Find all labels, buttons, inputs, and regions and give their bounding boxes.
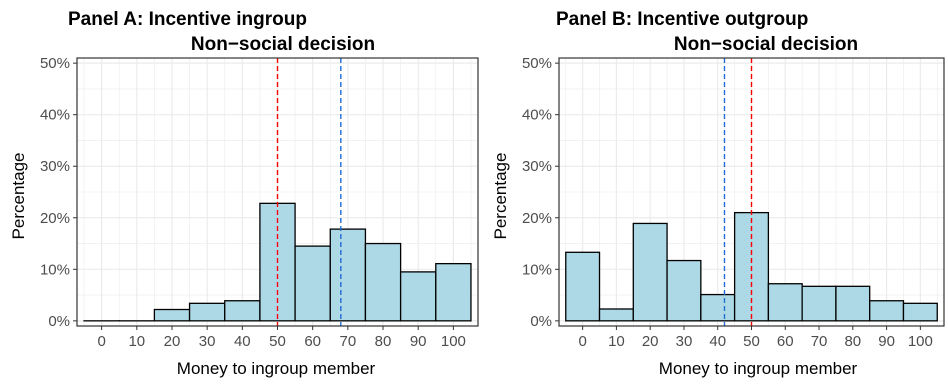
- panel-a-bar: [330, 229, 365, 321]
- panel-a-x-tick-label: 10: [128, 333, 145, 350]
- panel-a-x-tick-label: 90: [410, 333, 427, 350]
- panel-b-bar: [802, 286, 836, 321]
- panel-a-title-line1: Panel A: Incentive ingroup: [68, 9, 307, 30]
- panel-b-x-axis-label: Money to ingroup member: [659, 359, 858, 378]
- panel-b-y-tick-label: 40%: [522, 107, 552, 124]
- panel-b-y-axis-label: Percentage: [491, 153, 510, 240]
- panel-b-y-tick-label: 50%: [522, 55, 552, 72]
- panel-a-y-tick-label: 40%: [40, 107, 70, 124]
- panel-b-bar: [701, 295, 735, 321]
- panel-a-bar: [436, 264, 471, 321]
- panel-a: Panel A: Incentive ingroup Non−social de…: [9, 9, 478, 378]
- panel-b-x-tick-label: 60: [777, 333, 794, 350]
- panel-a-x-tick-label: 60: [304, 333, 321, 350]
- panel-a-bar: [154, 310, 189, 321]
- panel-b-x-tick-label: 80: [844, 333, 861, 350]
- panel-a-y-tick-label: 50%: [40, 55, 70, 72]
- panel-a-x-tick-label: 30: [199, 333, 216, 350]
- panel-a-y-tick-label: 10%: [40, 261, 70, 278]
- panel-b-bar: [768, 284, 802, 321]
- panel-b-bar: [836, 286, 870, 321]
- panel-b-y-tick-label: 10%: [522, 261, 552, 278]
- panel-a-bar: [295, 246, 330, 321]
- panel-a-x-tick-label: 70: [340, 333, 357, 350]
- panel-b-bar: [600, 309, 634, 321]
- panel-b-x-tick-label: 10: [608, 333, 625, 350]
- panel-b-y-tick-label: 20%: [522, 210, 552, 227]
- panel-a-bar: [365, 244, 400, 321]
- panel-b-x-tick-label: 50: [743, 333, 760, 350]
- panel-b-bar: [870, 301, 904, 321]
- panel-a-x-tick-label: 0: [97, 333, 105, 350]
- panel-a-bar: [225, 301, 260, 321]
- panel-a-bar: [401, 272, 436, 321]
- panel-b-x-tick-label: 20: [642, 333, 659, 350]
- panel-a-x-tick-label: 80: [375, 333, 392, 350]
- panel-b-bar: [667, 261, 701, 321]
- panel-b-title-line2: Non−social decision: [674, 34, 858, 55]
- panel-b-y-tick-label: 0%: [530, 313, 552, 330]
- panel-b-title-line1: Panel B: Incentive outgroup: [556, 9, 808, 30]
- panel-b-x-tick-label: 0: [578, 333, 586, 350]
- panel-a-x-tick-label: 20: [164, 333, 181, 350]
- panel-b-y-tick-label: 30%: [522, 158, 552, 175]
- panel-b-x-tick-label: 40: [709, 333, 726, 350]
- panel-b-bar: [566, 252, 600, 321]
- panel-b-bar: [903, 303, 937, 321]
- panel-a-x-tick-label: 40: [234, 333, 251, 350]
- panel-a-bar: [190, 303, 225, 321]
- panel-a-y-tick-label: 20%: [40, 210, 70, 227]
- panel-a-x-tick-label: 50: [269, 333, 286, 350]
- panel-b-x-tick-label: 30: [676, 333, 693, 350]
- panel-b-x-tick-label: 100: [908, 333, 933, 350]
- panel-a-y-tick-label: 30%: [40, 158, 70, 175]
- panel-b-x-tick-label: 70: [811, 333, 828, 350]
- panel-a-title-line2: Non−social decision: [191, 34, 375, 55]
- panel-b-bar: [633, 223, 667, 320]
- panel-b: Panel B: Incentive outgroup Non−social d…: [491, 9, 944, 378]
- panel-a-y-axis-label: Percentage: [9, 153, 28, 240]
- panel-a-y-tick-label: 0%: [48, 313, 70, 330]
- panel-b-x-tick-label: 90: [878, 333, 895, 350]
- panel-a-x-tick-label: 100: [441, 333, 466, 350]
- panel-a-x-axis-label: Money to ingroup member: [177, 359, 376, 378]
